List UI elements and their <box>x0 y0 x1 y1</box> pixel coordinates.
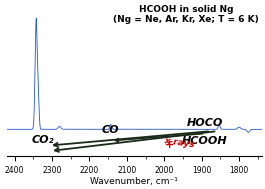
X-axis label: Wavenumber, cm⁻¹: Wavenumber, cm⁻¹ <box>90 177 178 186</box>
Text: HOCO: HOCO <box>187 118 224 128</box>
Text: HCOOH in solid Ng
(Ng = Ne, Ar, Kr, Xe; T = 6 K): HCOOH in solid Ng (Ng = Ne, Ar, Kr, Xe; … <box>113 5 259 24</box>
Text: x-rays: x-rays <box>163 136 195 149</box>
Text: CO: CO <box>102 125 120 135</box>
Text: HCOOH: HCOOH <box>182 136 228 146</box>
Text: +: + <box>165 140 174 150</box>
Text: CO₂: CO₂ <box>32 135 54 145</box>
